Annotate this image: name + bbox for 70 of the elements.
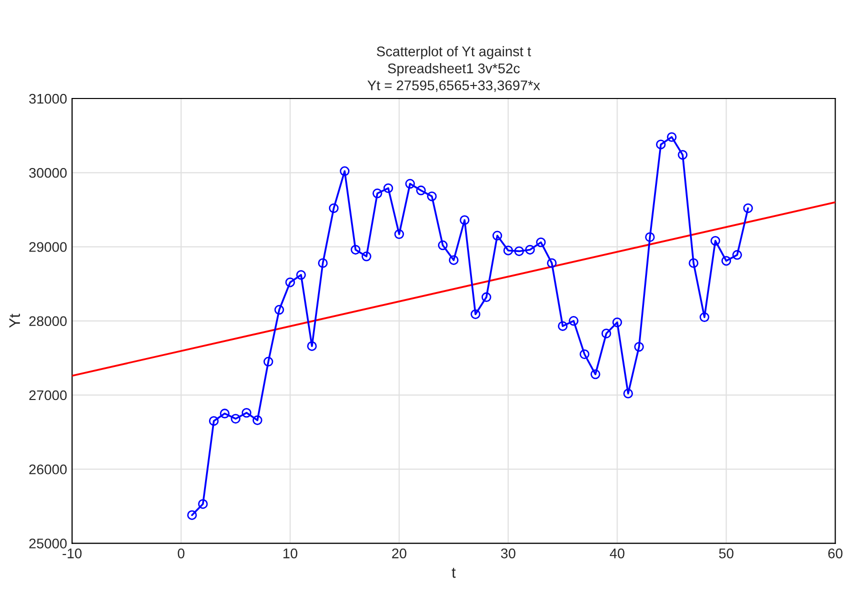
point	[318, 258, 328, 268]
point	[623, 388, 633, 398]
point	[710, 236, 720, 246]
point	[372, 188, 382, 198]
point	[285, 277, 295, 288]
x-tick-label: 50	[719, 548, 734, 558]
x-tick-label: 30	[501, 548, 516, 558]
point	[514, 246, 524, 256]
point	[732, 250, 742, 260]
point	[296, 270, 306, 280]
point	[482, 292, 492, 302]
point	[383, 183, 394, 194]
point	[220, 408, 230, 418]
point	[546, 258, 557, 268]
point	[645, 232, 655, 242]
point	[460, 215, 470, 225]
point	[678, 150, 688, 160]
point	[536, 237, 546, 248]
point	[688, 258, 698, 268]
point	[634, 342, 644, 352]
point	[230, 414, 240, 424]
point	[208, 416, 219, 426]
x-tick-label: 60	[828, 548, 842, 558]
point	[274, 304, 284, 315]
point	[362, 252, 372, 262]
y-tick-label: 25000	[29, 538, 67, 548]
point	[492, 230, 502, 240]
y-tick-label: 30000	[29, 168, 67, 178]
point	[666, 132, 677, 142]
point	[340, 166, 350, 176]
point	[601, 328, 612, 338]
y-tick-label: 29000	[29, 242, 67, 252]
point	[448, 255, 459, 265]
point	[328, 203, 339, 214]
y-axis-title: Yt	[9, 314, 20, 328]
point	[558, 321, 568, 331]
x-tick-label: 0	[178, 548, 184, 558]
point	[427, 191, 437, 202]
point	[580, 349, 590, 360]
point	[525, 244, 535, 255]
point	[242, 408, 252, 418]
point	[394, 229, 404, 240]
y-tick-label: 27000	[29, 390, 67, 400]
point	[470, 309, 480, 320]
point	[438, 240, 448, 250]
y-tick-label: 31000	[29, 94, 67, 104]
point	[350, 244, 360, 255]
point	[198, 499, 208, 509]
y-tick-label: 26000	[29, 464, 67, 474]
point	[416, 186, 426, 196]
point	[252, 415, 262, 426]
point	[590, 369, 600, 380]
x-tick-label: -10	[62, 548, 82, 558]
point	[187, 510, 197, 520]
point	[612, 318, 622, 328]
x-tick-label: 10	[283, 548, 298, 558]
point	[721, 256, 732, 266]
point	[503, 246, 514, 256]
x-tick-label: 20	[392, 548, 406, 558]
point	[405, 178, 415, 189]
point	[656, 140, 666, 150]
point	[307, 341, 317, 351]
point	[700, 312, 710, 322]
chart-title: Scatterplot of Yt against t Spreadsheet1 3v*52c Yt = 27595,6565+33,3697*x	[367, 46, 540, 92]
point	[263, 356, 274, 367]
y-tick-label: 28000	[29, 316, 67, 326]
point	[743, 203, 753, 214]
point	[568, 316, 578, 326]
x-tick-label: 40	[610, 548, 624, 558]
x-axis-title: t	[452, 568, 456, 578]
